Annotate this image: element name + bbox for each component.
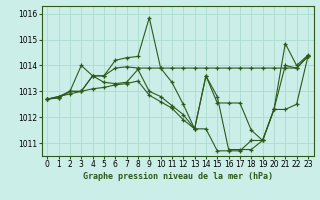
X-axis label: Graphe pression niveau de la mer (hPa): Graphe pression niveau de la mer (hPa) [83, 172, 273, 181]
